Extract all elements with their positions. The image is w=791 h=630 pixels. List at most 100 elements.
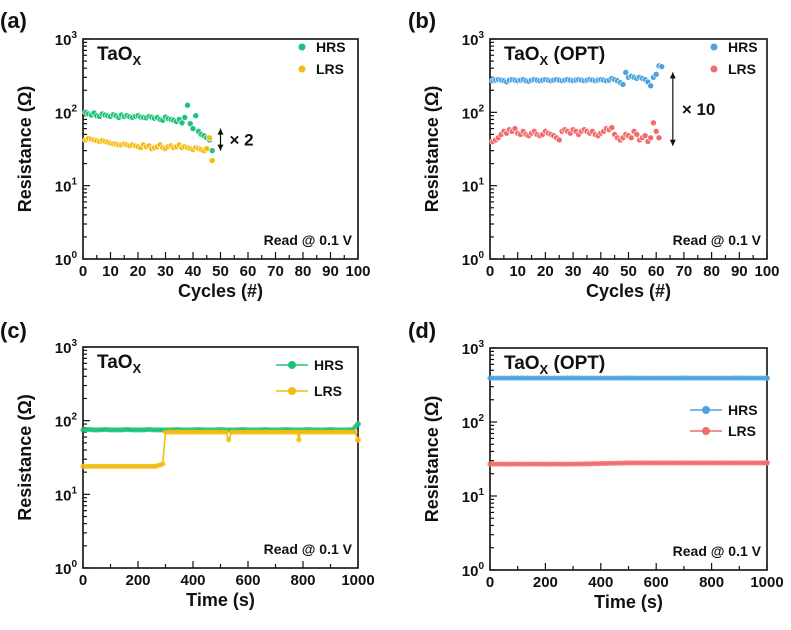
legend-label: HRS: [314, 357, 344, 373]
x-tick-label: 600: [235, 572, 260, 589]
legend-item-lrs: LRS: [276, 383, 342, 399]
x-tick-label: 600: [644, 574, 669, 591]
chart-title: TaOX: [97, 44, 142, 68]
legend-marker: [299, 44, 306, 51]
legend-marker: [702, 427, 710, 435]
x-tick-label: 20: [537, 263, 554, 280]
series-hrs: [490, 63, 665, 89]
x-tick-label: 400: [180, 572, 205, 589]
x-tick-label: 1000: [750, 574, 783, 591]
x-tick-label: 400: [588, 574, 613, 591]
data-point: [209, 148, 215, 154]
data-point: [204, 146, 210, 152]
data-point: [653, 128, 659, 134]
data-point: [609, 125, 615, 131]
y-tick-base: 10: [462, 105, 479, 122]
x-tick-label: 60: [240, 263, 257, 280]
data-point: [628, 135, 634, 141]
plot-frame: [83, 347, 358, 568]
legend-label: LRS: [728, 423, 756, 439]
read-voltage-note: Read @ 0.1 V: [264, 541, 353, 557]
arrow-down-icon: [218, 145, 224, 151]
x-tick-label: 100: [345, 263, 370, 280]
y-tick-exponent: 3: [478, 339, 484, 350]
legend-item-hrs: HRS: [299, 39, 346, 55]
x-tick-label: 0: [486, 574, 494, 591]
y-axis-title: Resistance (Ω): [422, 396, 442, 522]
y-tick-label: 100: [55, 559, 78, 578]
data-point: [659, 64, 665, 70]
series-lrs: [487, 460, 769, 467]
data-point: [182, 115, 188, 121]
title-subscript: X: [133, 361, 142, 376]
data-point: [209, 158, 215, 164]
y-tick-exponent: 2: [71, 412, 77, 423]
x-tick-label: 70: [676, 263, 693, 280]
title-main: TaO: [97, 352, 133, 373]
data-point: [556, 137, 562, 143]
panel-label: (a): [0, 8, 27, 33]
y-tick-base: 10: [55, 340, 72, 357]
y-tick-label: 100: [462, 250, 485, 269]
x-tick-label: 0: [486, 263, 494, 280]
y-tick-label: 102: [55, 103, 78, 122]
legend-marker: [711, 66, 718, 73]
data-point: [296, 437, 301, 442]
ratio-annotation: × 10: [682, 100, 716, 119]
x-tick-label: 90: [322, 263, 339, 280]
x-tick-label: 30: [565, 263, 582, 280]
y-tick-label: 103: [462, 30, 485, 49]
read-voltage-note: Read @ 0.1 V: [673, 232, 762, 248]
title-main: TaO: [97, 44, 133, 65]
y-tick-base: 10: [55, 105, 72, 122]
legend-marker: [702, 406, 710, 414]
legend-item-lrs: LRS: [711, 61, 757, 77]
x-tick-label: 0: [79, 263, 87, 280]
legend-label: HRS: [728, 39, 758, 55]
x-axis-title: Cycles (#): [586, 281, 671, 301]
title-subscript: X: [540, 362, 549, 377]
y-tick-base: 10: [462, 32, 479, 49]
legend-label: LRS: [314, 383, 342, 399]
arrow-up-icon: [670, 72, 676, 78]
x-tick-label: 0: [79, 572, 87, 589]
y-tick-exponent: 0: [71, 250, 77, 261]
chart-title: TaOX: [97, 352, 142, 376]
plot-frame: [490, 348, 767, 570]
data-point: [223, 429, 228, 434]
x-tick-label: 70: [267, 263, 284, 280]
y-tick-base: 10: [55, 179, 72, 196]
x-tick-label: 50: [212, 263, 229, 280]
data-point: [648, 83, 654, 89]
y-tick-label: 101: [462, 487, 485, 506]
data-point: [207, 135, 213, 141]
x-tick-label: 200: [125, 572, 150, 589]
y-tick-label: 100: [462, 561, 485, 580]
arrow-up-icon: [218, 129, 224, 135]
read-voltage-note: Read @ 0.1 V: [673, 543, 762, 559]
data-point: [353, 429, 358, 434]
y-tick-base: 10: [462, 489, 479, 506]
legend-label: HRS: [728, 402, 758, 418]
x-tick-label: 50: [620, 263, 637, 280]
legend-label: LRS: [728, 61, 756, 77]
y-tick-exponent: 3: [71, 30, 77, 41]
x-tick-label: 90: [731, 263, 748, 280]
ratio-annotation: × 2: [230, 131, 254, 150]
title-subscript: X: [540, 53, 549, 68]
y-tick-exponent: 1: [71, 177, 77, 188]
panel-label: (c): [0, 318, 27, 343]
x-tick-label: 40: [592, 263, 609, 280]
data-point: [656, 135, 662, 141]
y-tick-exponent: 2: [71, 103, 77, 114]
legend-marker: [288, 361, 296, 369]
series-lrs: [490, 120, 662, 145]
read-voltage-note: Read @ 0.1 V: [264, 232, 353, 248]
y-tick-base: 10: [462, 415, 479, 432]
legend-item-hrs: HRS: [276, 357, 344, 373]
y-tick-label: 102: [55, 412, 78, 431]
x-tick-label: 800: [290, 572, 315, 589]
x-tick-label: 200: [533, 574, 558, 591]
